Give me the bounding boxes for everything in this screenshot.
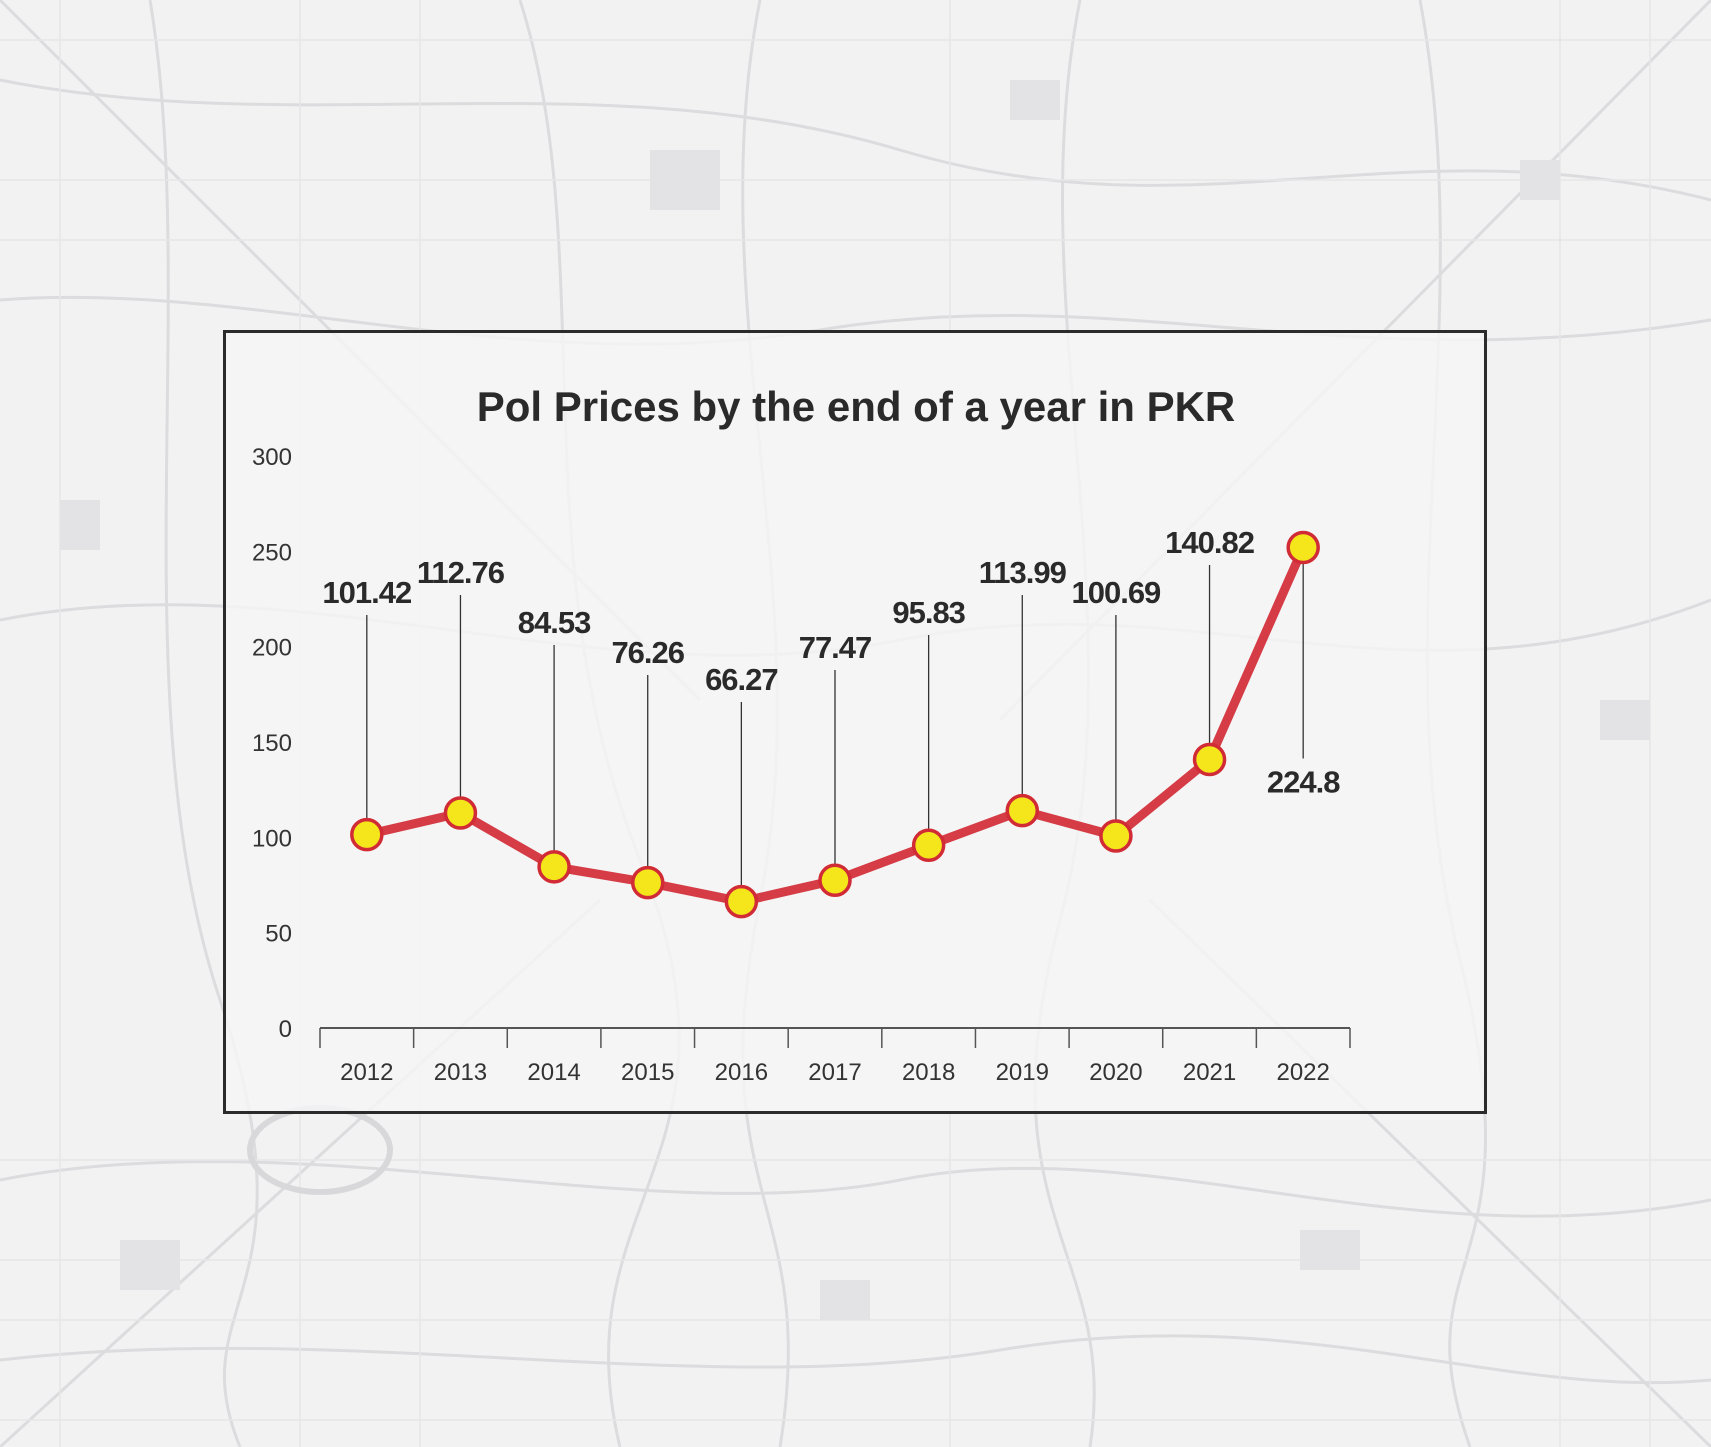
y-tick-label-150: 150 [252,730,292,757]
x-tick-label-2017: 2017 [808,1059,861,1086]
y-tick-label-50: 50 [265,921,292,948]
x-axis: 2012 2013 2014 2015 2016 2017 2018 2019 2020 2021… [319,1027,1351,1086]
data-label-2021: 140.82 [1165,525,1254,560]
data-label-2022: 224.8 [1267,765,1340,800]
data-label-2019: 113.99 [979,555,1067,590]
x-tick-label-2021: 2021 [1183,1059,1236,1086]
data-label-2016: 66.27 [705,662,778,697]
y-tick-label-100: 100 [252,825,292,852]
data-label-2014: 84.53 [518,605,591,640]
data-label-2017: 77.47 [799,630,872,665]
y-tick-label-0: 0 [279,1016,292,1043]
data-point-2015 [630,865,665,900]
chart-title: Pol Prices by the end of a year in PKR [477,383,1236,430]
data-markers [350,530,1320,919]
y-axis: 0 50 100 150 200 250 300 [252,444,292,1043]
data-point-2014 [537,850,571,884]
x-tick-label-2015: 2015 [621,1059,674,1086]
chart-panel: Pol Prices by the end of a year in PKR 0… [223,330,1487,1114]
y-tick-label-250: 250 [252,539,292,566]
y-tick-label-200: 200 [252,635,292,662]
y-tick-label-300: 300 [252,444,292,471]
data-point-2020 [1099,819,1133,853]
x-tick-label-2013: 2013 [434,1059,487,1086]
x-tick-label-2019: 2019 [996,1059,1049,1086]
x-tick-label-2014: 2014 [527,1059,580,1086]
x-tick-label-2020: 2020 [1089,1059,1142,1086]
data-label-2015: 76.26 [611,635,684,670]
data-point-2016 [724,884,759,919]
x-tick-label-2012: 2012 [340,1059,393,1086]
line-chart: Pol Prices by the end of a year in PKR 0… [252,383,1351,1086]
data-label-2013: 112.76 [417,555,505,590]
x-tick-label-2018: 2018 [902,1059,955,1086]
data-label-2012: 101.42 [322,575,411,610]
data-label-2020: 100.69 [1071,575,1161,610]
data-point-2018 [911,828,946,863]
data-point-2022 [1286,530,1320,565]
leader-lines [366,561,1304,902]
x-tick-label-2016: 2016 [715,1059,768,1086]
data-point-2019 [1005,793,1040,828]
data-point-2013 [443,796,478,830]
data-point-2012 [350,817,384,852]
data-label-2018: 95.83 [892,595,965,630]
data-point-2021 [1192,742,1227,777]
data-point-2017 [818,863,852,898]
x-tick-label-2022: 2022 [1276,1059,1329,1086]
